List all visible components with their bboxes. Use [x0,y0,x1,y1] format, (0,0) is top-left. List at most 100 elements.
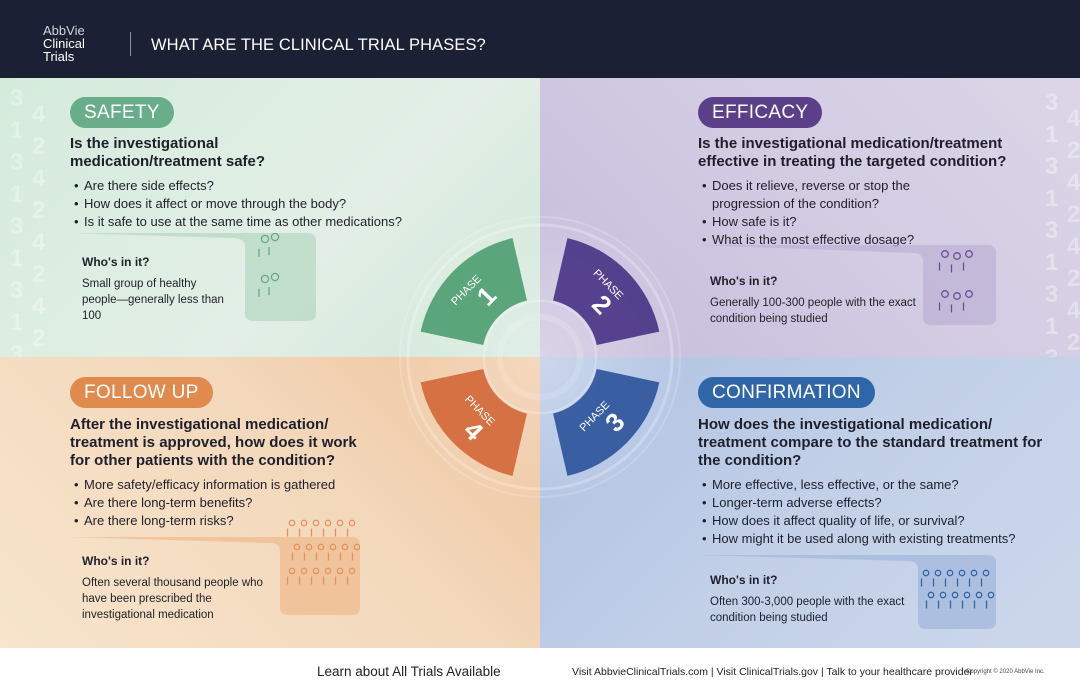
decor-digit: 3 [1045,89,1059,116]
decor-digit: 2 [1067,265,1080,292]
person-icon [315,543,325,561]
who-text: Often several thousand people who have b… [82,577,263,621]
person-icon [310,567,320,585]
decor-digit: 2 [1067,201,1080,228]
bullet-item: Are there long-term risks? [74,512,394,530]
decor-digit: 3 [1045,347,1080,358]
decor-digit: 3 [10,149,24,176]
footer-links[interactable]: Visit AbbvieClinicalTrials.com | Visit C… [572,666,973,678]
safety-question: Is the investigational medication/treatm… [70,135,266,170]
person-icon [346,519,356,537]
header: AbbVie Clinical Trials WHAT ARE THE CLIN… [0,0,1080,78]
decor-digit: 2 [1067,137,1080,164]
person-icon [973,591,983,609]
decor-digit: 2 [1067,329,1080,356]
person-icon [310,519,320,537]
person-icon [351,543,360,561]
person-icon [956,569,966,587]
who-heading: Who's in it? [710,573,778,587]
bullet-item: How safe is it? [702,213,942,231]
efficacy-label: EFFICACY [698,97,823,128]
who-text: Generally 100-300 people with the exact … [710,297,916,325]
person-icon [962,290,973,311]
person-icon [968,569,978,587]
logo-line: AbbVie [43,23,85,38]
learn-about-trials-link[interactable]: Learn about All Trials Available [317,664,501,679]
bullet-item: Are there long-term benefits? [74,494,394,512]
efficacy-who: Who's in it? Generally 100-300 people wi… [710,273,920,327]
person-icon [268,233,280,255]
confirmation-who: Who's in it? Often 300-3,000 people with… [710,572,910,626]
person-icon [937,591,947,609]
decor-digit: 4 [32,229,46,256]
copyright: Copyright © 2020 AbbVie Inc. [966,669,1045,675]
person-icon [286,567,296,585]
safety-bullets: Are there side effects? How does it affe… [74,177,454,231]
decor-digit: 3 [10,277,24,304]
person-icon [339,543,349,561]
bullet-item: Is it safe to use at the same time as ot… [74,213,454,231]
person-icon [949,591,959,609]
who-callout-shape [698,555,996,629]
person-icon [925,591,935,609]
person-icon [298,567,308,585]
person-icon [286,519,296,537]
who-callout-shape [70,537,360,615]
person-icon [334,519,344,537]
decor-digit: 1 [1045,249,1059,276]
who-heading: Who's in it? [82,554,150,568]
person-icon [950,252,961,273]
decor-digit: 2 [32,325,46,352]
person-icon [268,272,280,295]
follow-up-bullets: More safety/efficacy information is gath… [74,476,394,530]
person-icon [327,543,337,561]
follow-up-who: Who's in it? Often several thousand peop… [82,553,272,623]
page-title: WHAT ARE THE CLINICAL TRIAL PHASES? [151,36,486,54]
who-callout-shape [70,233,316,321]
who-text: Small group of healthy people—generally … [82,278,224,322]
efficacy-question: Is the investigational medication/treatm… [698,135,1007,170]
follow-up-question: After the investigational medication/ tr… [70,416,357,469]
logo-line: Trials [43,49,75,64]
decor-digit: 1 [1045,121,1059,148]
bullet-item: More safety/efficacy information is gath… [74,476,394,494]
safety-who: Who's in it? Small group of healthy peop… [82,254,232,324]
person-icon [962,250,973,271]
two-people-groups-icon [258,233,280,297]
confirmation-bullets: More effective, less effective, or the s… [702,476,1062,548]
bullet-item: How might it be used along with existing… [702,530,1062,548]
decor-digit: 1 [1045,313,1059,340]
safety-label: SAFETY [70,97,174,128]
person-icon [938,290,949,311]
decor-digit: 1 [1045,185,1059,212]
person-icon [932,569,942,587]
bullet-item: More effective, less effective, or the s… [702,476,1062,494]
decor-digit: 2 [32,133,46,160]
who-heading: Who's in it? [710,274,778,288]
bullet-item: What is the most effective dosage? [702,231,942,249]
person-icon [950,292,961,313]
person-icon [303,543,313,561]
follow-up-label: FOLLOW UP [70,377,213,408]
person-icon [961,591,971,609]
decor-digit: 4 [1067,105,1080,132]
bullet-item: Longer-term adverse effects? [702,494,1062,512]
confirmation-quadrant: CONFIRMATION How does the investigationa… [540,357,1080,648]
efficacy-bullets: Does it relieve, reverse or stop the pro… [702,177,942,249]
person-icon [322,567,332,585]
person-icon [298,519,308,537]
decor-digit: 3 [1045,281,1059,308]
confirmation-label: CONFIRMATION [698,377,875,408]
who-text: Often 300-3,000 people with the exact co… [710,596,905,624]
decor-digit: 3 [10,85,24,112]
footer: Learn about All Trials Available Visit A… [0,648,1080,699]
abbvie-clinical-trials-logo[interactable]: AbbVie Clinical Trials [43,24,85,63]
person-icon [346,567,356,585]
who-heading: Who's in it? [82,255,150,269]
decor-digit: 3 [10,341,24,358]
decor-digit: 4 [1067,169,1080,196]
bullet-item: Does it relieve, reverse or stop the pro… [702,177,942,213]
